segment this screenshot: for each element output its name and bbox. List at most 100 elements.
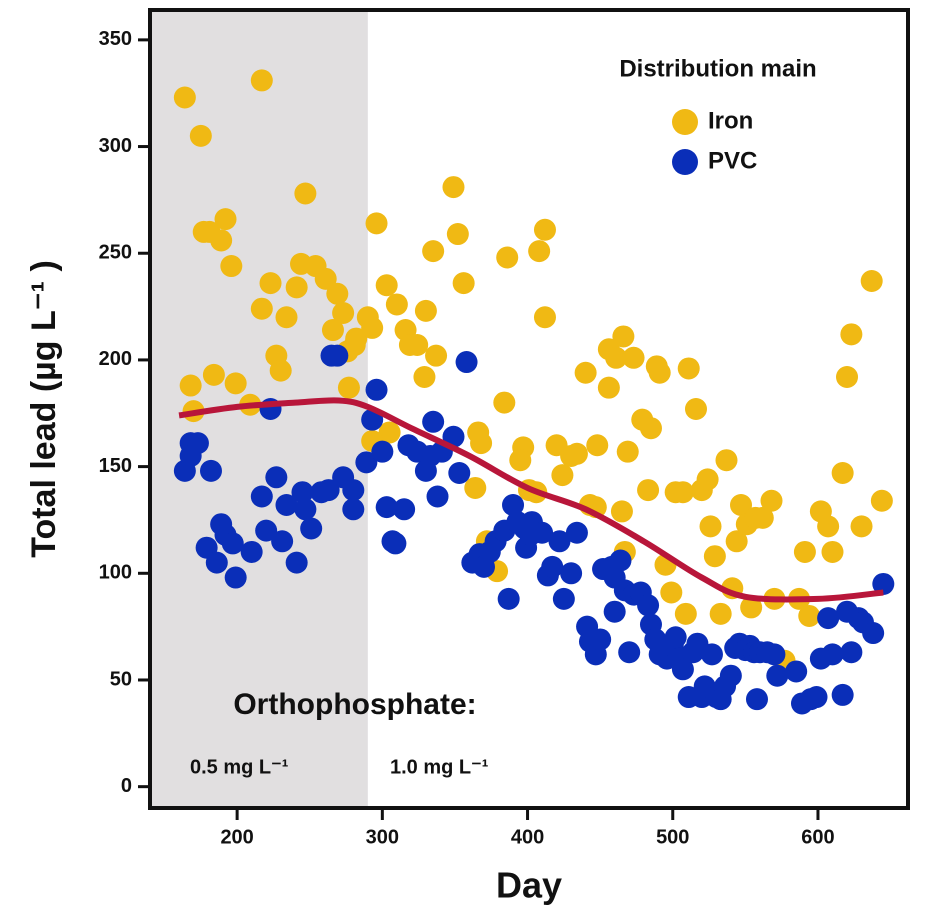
point	[618, 641, 641, 664]
y-tick-label: 0	[121, 775, 132, 797]
point	[821, 540, 844, 563]
point	[709, 602, 732, 625]
point	[342, 498, 365, 521]
y-axis-title: Total lead (µg L⁻¹ )	[25, 260, 63, 558]
point	[202, 363, 225, 386]
legend-label: PVC	[708, 147, 757, 174]
legend-label: Iron	[708, 107, 753, 134]
point	[269, 359, 292, 382]
legend-marker	[672, 149, 698, 175]
y-tick-label: 250	[99, 242, 132, 264]
point	[275, 306, 298, 329]
point	[609, 549, 632, 572]
point	[224, 566, 247, 589]
point	[393, 498, 416, 521]
point	[250, 485, 273, 508]
point	[337, 376, 360, 399]
point	[589, 628, 612, 651]
point	[836, 365, 859, 388]
point	[603, 600, 626, 623]
point	[862, 622, 885, 645]
point	[259, 272, 282, 295]
point	[616, 440, 639, 463]
point	[326, 282, 349, 305]
point	[294, 182, 317, 205]
point	[285, 276, 308, 299]
point	[840, 323, 863, 346]
annotation: Orthophosphate:	[233, 688, 476, 721]
point	[375, 496, 398, 519]
point	[785, 660, 808, 683]
point	[699, 515, 722, 538]
point	[375, 274, 398, 297]
point	[173, 86, 196, 109]
point	[605, 346, 628, 369]
point	[671, 481, 694, 504]
point	[250, 69, 273, 92]
point	[255, 519, 278, 542]
point	[622, 346, 645, 369]
point	[560, 562, 583, 585]
point	[355, 451, 378, 474]
point	[332, 301, 355, 324]
point	[343, 333, 366, 356]
point	[552, 587, 575, 610]
point	[551, 464, 574, 487]
point	[574, 361, 597, 384]
point	[314, 267, 337, 290]
point	[385, 293, 408, 316]
point	[285, 551, 308, 574]
point	[464, 476, 487, 499]
point	[610, 500, 633, 523]
point	[637, 594, 660, 617]
point	[763, 643, 786, 666]
point	[205, 551, 228, 574]
point	[565, 442, 588, 465]
point	[703, 545, 726, 568]
point	[674, 602, 697, 625]
point	[700, 643, 723, 666]
x-tick-label: 400	[511, 826, 544, 848]
point	[294, 498, 317, 521]
point	[831, 462, 854, 485]
x-tick-label: 300	[366, 826, 399, 848]
point	[179, 374, 202, 397]
point	[470, 432, 493, 455]
point	[446, 223, 469, 246]
point	[425, 344, 448, 367]
point	[639, 417, 662, 440]
point	[365, 212, 388, 235]
y-tick-label: 300	[99, 135, 132, 157]
point	[817, 607, 840, 630]
x-tick-label: 600	[801, 826, 834, 848]
point	[597, 376, 620, 399]
point	[821, 643, 844, 666]
point	[452, 272, 475, 295]
point	[541, 555, 564, 578]
point	[448, 462, 471, 485]
point	[365, 378, 388, 401]
point	[725, 530, 748, 553]
y-tick-label: 350	[99, 28, 132, 50]
point	[497, 587, 520, 610]
point	[664, 626, 687, 649]
point	[751, 506, 774, 529]
point	[870, 489, 893, 512]
trend-line	[178, 397, 884, 603]
point	[533, 218, 556, 241]
point	[224, 372, 247, 395]
x-tick-label: 200	[220, 826, 253, 848]
annotation: 0.5 mg L⁻¹	[190, 756, 289, 778]
point	[210, 229, 233, 252]
point	[271, 530, 294, 553]
point	[684, 398, 707, 420]
point	[250, 297, 273, 320]
point	[326, 344, 349, 367]
point	[798, 604, 821, 627]
point	[442, 176, 465, 199]
plot-frame	[148, 8, 910, 810]
point	[342, 479, 365, 502]
point	[817, 515, 840, 538]
point	[413, 365, 436, 388]
